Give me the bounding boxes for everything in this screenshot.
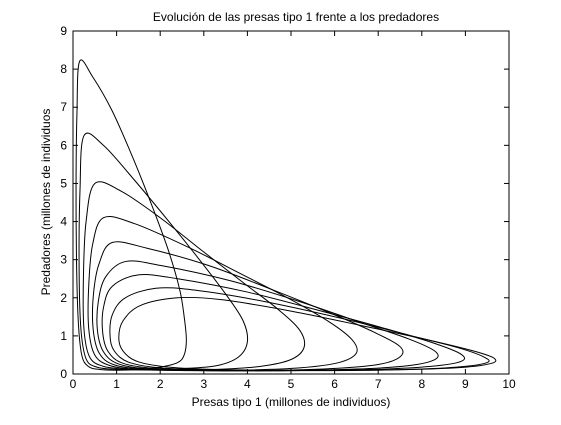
y-tick-label: 0 (60, 367, 67, 381)
trajectories (75, 59, 497, 372)
chart-title: Evolución de las presas tipo 1 frente a … (153, 10, 439, 24)
trajectory-2 (78, 132, 249, 371)
trajectory-5 (92, 241, 404, 372)
x-tick-label: 9 (462, 377, 469, 391)
x-tick-label: 6 (331, 377, 338, 391)
y-tick-label: 7 (60, 100, 67, 114)
x-tick-label: 5 (288, 377, 295, 391)
x-tick-label: 8 (418, 377, 425, 391)
x-tick-label: 3 (200, 377, 207, 391)
y-tick-label: 6 (60, 138, 67, 152)
y-tick-label: 4 (60, 215, 67, 229)
trajectory-6 (96, 260, 439, 372)
y-axis-label: Predadores (millones de individuos (39, 109, 53, 296)
x-tick-label: 10 (502, 377, 516, 391)
x-axis: 0 1 2 3 4 5 6 7 8 9 10 (70, 31, 516, 391)
y-tick-label: 8 (60, 62, 67, 76)
y-tick-label: 9 (60, 24, 67, 38)
trajectory-9 (118, 296, 497, 371)
y-tick-label: 1 (60, 329, 67, 343)
trajectory-7 (101, 274, 466, 372)
y-tick-label: 2 (60, 291, 67, 305)
trajectory-1 (75, 59, 187, 371)
x-tick-label: 4 (244, 377, 251, 391)
y-tick-label: 5 (60, 176, 67, 190)
x-axis-label: Presas tipo 1 (millones de individuos) (192, 395, 391, 409)
trajectory-3 (82, 181, 306, 371)
y-axis: 0 1 2 3 4 5 6 7 8 9 (60, 24, 509, 381)
y-tick-label: 3 (60, 253, 67, 267)
x-tick-label: 0 (70, 377, 77, 391)
trajectory-4 (87, 215, 358, 372)
x-tick-label: 2 (157, 377, 164, 391)
plot-area (72, 30, 510, 375)
x-tick-label: 7 (375, 377, 382, 391)
x-tick-label: 1 (113, 377, 120, 391)
